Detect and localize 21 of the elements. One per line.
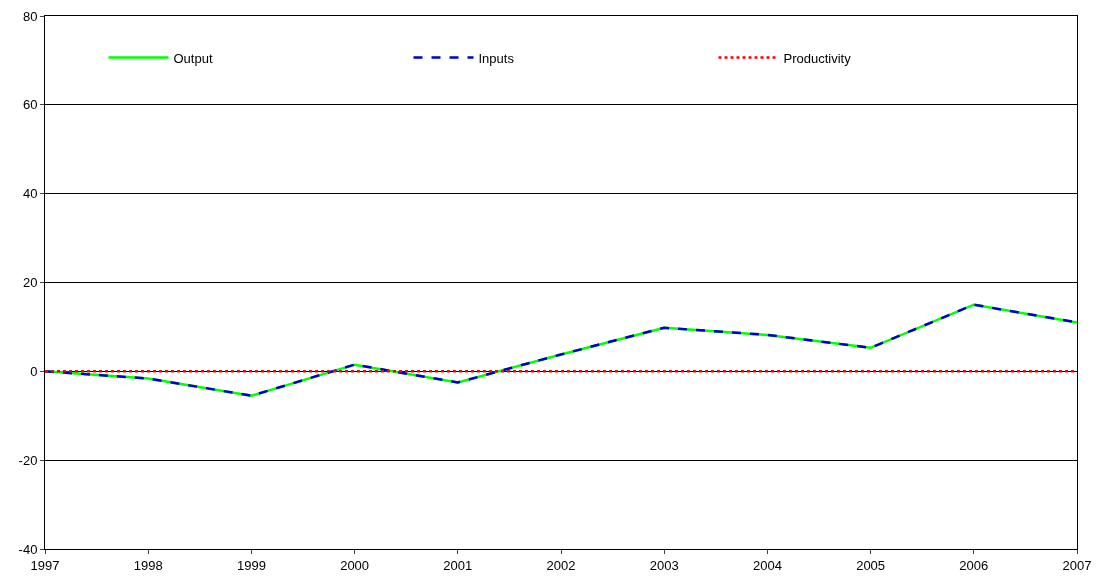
y-tick-label: 20 <box>22 275 38 291</box>
y-tick-label: 40 <box>22 186 38 202</box>
x-tick-label: 2004 <box>752 557 782 573</box>
x-tick-label: 2002 <box>546 557 576 573</box>
x-tick-label: 1999 <box>236 557 266 573</box>
x-tick-label: 1998 <box>133 557 163 573</box>
y-tick-label: -20 <box>18 452 38 468</box>
x-tick-label: 2007 <box>1062 557 1092 573</box>
y-tick-label: 60 <box>22 97 38 113</box>
y-tick-label: 0 <box>30 363 38 379</box>
legend-label: Inputs <box>478 50 515 66</box>
x-tick-label: 2003 <box>649 557 679 573</box>
legend-label: Productivity <box>783 50 852 66</box>
x-tick-label: 1997 <box>30 557 60 573</box>
y-tick-label: 80 <box>22 8 38 24</box>
y-tick-label: -40 <box>18 541 38 557</box>
x-tick-label: 2006 <box>959 557 989 573</box>
legend-label: Output <box>173 50 213 66</box>
x-tick-label: 2001 <box>443 557 473 573</box>
x-tick-label: 2005 <box>856 557 886 573</box>
x-tick-label: 2000 <box>340 557 370 573</box>
